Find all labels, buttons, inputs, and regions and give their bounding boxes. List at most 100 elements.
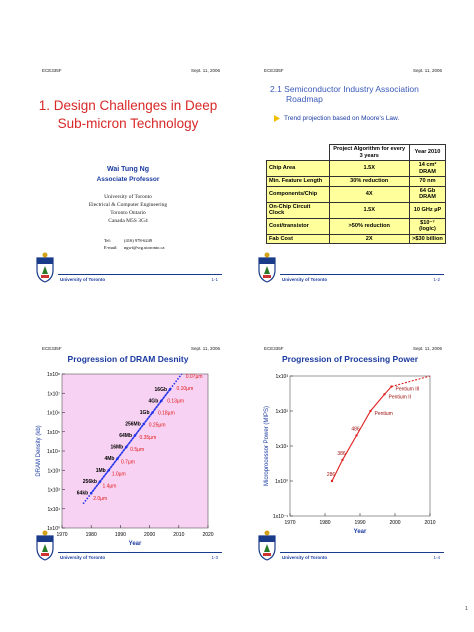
data-label: 16Mb — [110, 445, 123, 451]
y-tick-label: 1x10⁵ — [47, 430, 60, 436]
date: Sept. 11, 2006 — [191, 346, 220, 351]
data-point — [142, 422, 146, 426]
slide-title: 1. Design Challenges in Deep — [38, 98, 218, 113]
slide-number: 1-2 — [433, 277, 440, 282]
x-tick-label: 2020 — [202, 532, 213, 538]
crest-tree — [42, 266, 48, 274]
trend-line — [331, 386, 392, 482]
trend-line — [90, 388, 171, 494]
data-label: 4Mb — [104, 456, 114, 462]
table-cell: >$30 billion — [408, 233, 447, 244]
crest-book — [41, 553, 49, 556]
slide-title: 2.1 Semiconductor Industry Association — [270, 84, 419, 94]
crest-crown — [42, 252, 48, 258]
y-tick-label: 1x10³ — [275, 374, 288, 380]
data-point — [124, 445, 128, 449]
table-cell: 2X — [328, 233, 410, 244]
footer-line — [58, 552, 222, 553]
slide-number: 1-4 — [433, 555, 440, 560]
table-row: Fab Cost 2X >$30 billion — [266, 233, 447, 244]
table-header-cell: Project Algorithm for every 3 years — [328, 144, 410, 161]
data-label: 1Mb — [96, 468, 106, 474]
y-tick-label: 1x10⁷ — [47, 391, 60, 397]
footer: University of Toronto — [60, 277, 106, 282]
contact-label: E-mail: — [104, 245, 118, 250]
data-label: 64kb — [77, 491, 88, 497]
slide-number: 1-3 — [211, 555, 218, 560]
point-name: 286 — [327, 472, 336, 478]
crest — [258, 252, 276, 283]
footer: University of Toronto — [282, 277, 328, 282]
data-label: 256kb — [83, 479, 97, 485]
address-line: Toronto Ontario — [110, 210, 146, 216]
footer-line — [280, 552, 444, 553]
y-tick-label: 1x10² — [47, 488, 60, 494]
point-name: 386 — [337, 451, 346, 457]
y-tick-label: 1x10⁴ — [47, 449, 60, 455]
table-cell: 14 cm² DRAM — [408, 160, 447, 177]
date: Sept. 11, 2006 — [413, 68, 442, 73]
crest-crown — [42, 530, 48, 536]
date: Sept. 11, 2006 — [191, 68, 220, 73]
table-row: Components/Chip 4X 64 Gb DRAM — [266, 185, 447, 203]
table-cell: 64 Gb DRAM — [408, 185, 447, 203]
point-name: Pentium III — [396, 387, 420, 393]
x-tick-label: 2000 — [144, 532, 155, 538]
data-label: 1Gb — [140, 410, 150, 416]
y-tick-label: 1x10⁰ — [275, 479, 288, 485]
x-tick-label: 1970 — [284, 520, 295, 526]
data-point — [151, 411, 154, 414]
data-point — [390, 385, 393, 388]
address-line: Canada M5S 3G4 — [108, 218, 148, 224]
y-tick-label: 1x10³ — [47, 468, 60, 474]
data-point — [369, 409, 372, 413]
data-point — [383, 393, 386, 396]
table-row: Min. Feature Length 30% reduction 70 nm — [266, 176, 447, 187]
y-tick-label: 1x10⁰ — [47, 526, 60, 532]
footer: University of Toronto — [282, 555, 328, 560]
data-point — [116, 457, 119, 460]
crest — [36, 530, 54, 561]
annotation: 0.7µm — [121, 459, 135, 465]
chart: 1x10⁻¹ 1x10⁰ 1x10¹ 1x10² 1x10³ 1970 1980 1990 20… — [264, 374, 436, 535]
x-tick-label: 1980 — [319, 520, 330, 526]
data-label: 256Mb — [125, 421, 141, 427]
footer: University of Toronto — [60, 555, 106, 560]
table-cell: Min. Feature Length — [266, 176, 330, 187]
y-axis-label: DRAM Density (kb) — [36, 425, 42, 476]
footer-line — [280, 274, 444, 275]
data-point — [107, 468, 111, 472]
y-tick-label: 1x10¹ — [47, 507, 60, 513]
table: Project Algorithm for every 3 years Year … — [266, 144, 447, 244]
data-point — [89, 491, 93, 495]
table-header-cell: Year 2010 — [408, 144, 447, 161]
data-label: 4Gb — [149, 398, 159, 404]
table-cell: 4X — [328, 185, 410, 203]
annotation: 0.25µm — [149, 423, 166, 429]
table-cell: Cost/transistor — [266, 217, 330, 235]
annotation: 1.0µm — [112, 471, 126, 477]
data-point — [330, 479, 334, 483]
annotation: 1.4µm — [102, 484, 116, 490]
slide-number: 1-1 — [211, 277, 218, 282]
x-tick-label: 1990 — [115, 532, 126, 538]
annotation: 0.07µm — [186, 374, 203, 380]
x-tick-label: 1980 — [86, 532, 97, 538]
table-cell: 30% reduction — [328, 176, 410, 187]
crest-band — [37, 536, 53, 542]
course: ECE335F — [264, 346, 284, 351]
point-name: Pentium — [375, 411, 393, 417]
course: ECE335F — [264, 68, 284, 73]
table-box: Project Algorithm for every 3 years Year … — [266, 144, 447, 244]
address-line: University of Toronto — [104, 194, 152, 200]
address-line: Electrical & Computer Engineering — [88, 202, 168, 208]
crest-tree — [264, 544, 270, 552]
slide-title: Sub-micron Technology — [57, 116, 199, 131]
slide: ECE335F Sept. 11, 2006 University of Toron… — [250, 340, 450, 568]
data-point — [159, 399, 163, 403]
table-cell: $10⁻⁷ (logic) — [408, 217, 447, 235]
data-point — [341, 458, 344, 462]
course: ECE335F — [42, 68, 62, 73]
table-cell: Components/Chip — [266, 185, 330, 203]
